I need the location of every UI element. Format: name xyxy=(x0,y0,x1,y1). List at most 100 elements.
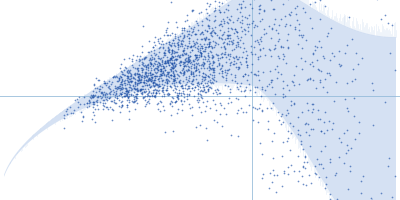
Point xyxy=(171,57,178,60)
Point xyxy=(126,70,132,73)
Point xyxy=(97,96,104,99)
Point xyxy=(177,45,183,48)
Point xyxy=(131,91,138,94)
Point xyxy=(114,79,120,82)
Point xyxy=(189,114,195,117)
Point xyxy=(302,59,308,63)
Point xyxy=(194,96,201,99)
Point xyxy=(208,54,215,57)
Point xyxy=(136,59,143,62)
Point xyxy=(196,54,203,57)
Point xyxy=(392,174,398,178)
Point xyxy=(166,58,172,62)
Point xyxy=(244,63,250,66)
Point xyxy=(271,47,277,51)
Point xyxy=(276,23,282,26)
Point xyxy=(206,42,212,45)
Point xyxy=(177,55,183,59)
Point xyxy=(252,85,258,88)
Point xyxy=(157,74,164,77)
Point xyxy=(156,75,162,78)
Point xyxy=(138,75,145,78)
Point xyxy=(172,65,179,68)
Point xyxy=(162,59,168,62)
Point xyxy=(168,67,174,70)
Point xyxy=(193,32,200,35)
Point xyxy=(126,77,133,81)
Point xyxy=(148,61,154,65)
Point xyxy=(185,53,191,56)
Point xyxy=(119,103,125,107)
Point xyxy=(136,63,142,66)
Point xyxy=(94,87,100,90)
Point xyxy=(186,65,192,68)
Point xyxy=(124,91,131,94)
Point xyxy=(150,64,156,67)
Point xyxy=(175,107,181,110)
Point xyxy=(343,152,349,155)
Point xyxy=(168,58,174,61)
Point xyxy=(195,92,201,96)
Point xyxy=(124,98,130,101)
Point xyxy=(307,2,314,5)
Point xyxy=(158,73,164,76)
Point xyxy=(172,87,179,90)
Point xyxy=(204,18,210,21)
Point xyxy=(205,25,211,28)
Point xyxy=(185,32,192,36)
Point xyxy=(158,86,165,89)
Point xyxy=(198,64,204,67)
Point xyxy=(182,68,189,72)
Point xyxy=(168,52,174,55)
Point xyxy=(164,58,171,61)
Point xyxy=(273,191,280,194)
Point xyxy=(224,42,230,45)
Point xyxy=(248,50,254,53)
Point xyxy=(103,95,110,98)
Point xyxy=(323,182,329,185)
Point xyxy=(74,106,81,109)
Point xyxy=(186,29,192,33)
Point xyxy=(155,68,162,71)
Point xyxy=(131,86,138,89)
Point xyxy=(269,27,275,30)
Point xyxy=(279,184,286,187)
Point xyxy=(61,126,68,129)
Point xyxy=(168,113,174,116)
Point xyxy=(203,37,210,40)
Point xyxy=(189,79,195,83)
Point xyxy=(199,86,206,89)
Point xyxy=(203,85,210,88)
Point xyxy=(152,77,158,80)
Point xyxy=(109,108,116,111)
Point xyxy=(266,82,272,85)
Point xyxy=(198,51,204,54)
Point xyxy=(155,56,161,59)
Point xyxy=(343,81,350,84)
Point xyxy=(181,48,187,51)
Point xyxy=(142,73,148,76)
Point xyxy=(163,28,170,31)
Point xyxy=(228,48,235,51)
Point xyxy=(105,107,111,110)
Point xyxy=(342,98,348,101)
Point xyxy=(254,69,261,72)
Point xyxy=(163,61,170,64)
Point xyxy=(289,125,296,128)
Point xyxy=(173,50,180,53)
Point xyxy=(140,57,147,60)
Point xyxy=(145,78,152,82)
Point xyxy=(164,72,171,75)
Point xyxy=(151,84,158,87)
Point xyxy=(138,91,144,94)
Point xyxy=(313,86,319,89)
Point xyxy=(194,99,200,102)
Point xyxy=(174,95,180,98)
Point xyxy=(275,70,282,73)
Point xyxy=(233,45,240,48)
Point xyxy=(151,74,158,78)
Point xyxy=(163,78,170,81)
Point xyxy=(182,51,189,55)
Point xyxy=(94,95,101,99)
Point xyxy=(247,3,254,6)
